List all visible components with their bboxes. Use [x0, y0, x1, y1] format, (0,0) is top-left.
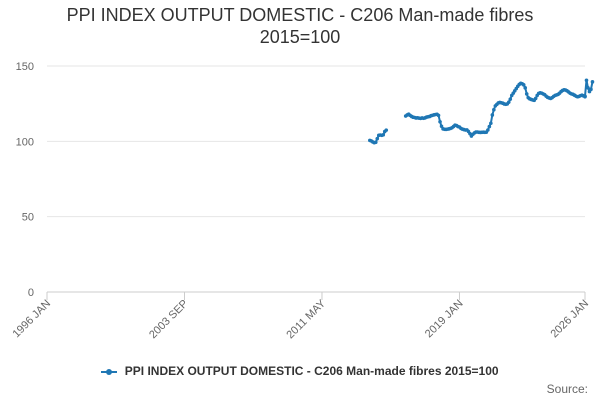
- x-tick-label: 2011 MAY: [284, 297, 328, 341]
- data-point[interactable]: [508, 97, 513, 101]
- chart-title-line-2: 2015=100: [259, 27, 341, 47]
- data-point[interactable]: [438, 119, 442, 124]
- data-point[interactable]: [384, 128, 389, 132]
- data-point[interactable]: [506, 100, 511, 104]
- data-point[interactable]: [584, 78, 589, 83]
- x-tick-label: 2019 JAN: [423, 298, 466, 341]
- y-tick-label: 100: [16, 136, 34, 148]
- data-point[interactable]: [523, 86, 528, 90]
- x-tick-label: 2003 SEP: [147, 298, 191, 342]
- data-point[interactable]: [590, 80, 595, 84]
- x-tick-label: 2026 JAN: [548, 298, 591, 341]
- data-point[interactable]: [583, 94, 587, 98]
- gridlines: [47, 65, 585, 293]
- data-point[interactable]: [486, 128, 490, 132]
- data-point[interactable]: [489, 121, 493, 126]
- data-point[interactable]: [490, 113, 495, 117]
- data-point[interactable]: [436, 113, 441, 118]
- series-layer: [368, 78, 595, 145]
- data-point[interactable]: [381, 133, 386, 137]
- data-point[interactable]: [492, 107, 496, 112]
- x-tick-label: 1996 JAN: [10, 298, 53, 341]
- y-tick-label: 150: [16, 61, 34, 73]
- chart-title-line-1: PPI INDEX OUTPUT DOMESTIC - C206 Man-mad…: [66, 5, 534, 25]
- data-point[interactable]: [533, 96, 538, 101]
- data-point[interactable]: [487, 124, 492, 129]
- legend[interactable]: PPI INDEX OUTPUT DOMESTIC - C206 Man-mad…: [0, 364, 600, 378]
- legend-swatch: [101, 368, 118, 375]
- data-point[interactable]: [589, 87, 593, 92]
- series-line: [368, 78, 595, 145]
- y-tick-label: 50: [22, 212, 34, 224]
- data-point[interactable]: [524, 92, 529, 96]
- source-label: Source:: [546, 382, 588, 396]
- chart-title: PPI INDEX OUTPUT DOMESTIC - C206 Man-mad…: [0, 4, 600, 48]
- data-point[interactable]: [521, 83, 526, 87]
- data-point[interactable]: [373, 140, 378, 145]
- data-point[interactable]: [586, 86, 590, 90]
- data-point[interactable]: [375, 136, 380, 141]
- y-tick-label: 0: [28, 287, 34, 299]
- legend-label: PPI INDEX OUTPUT DOMESTIC - C206 Man-mad…: [124, 364, 499, 378]
